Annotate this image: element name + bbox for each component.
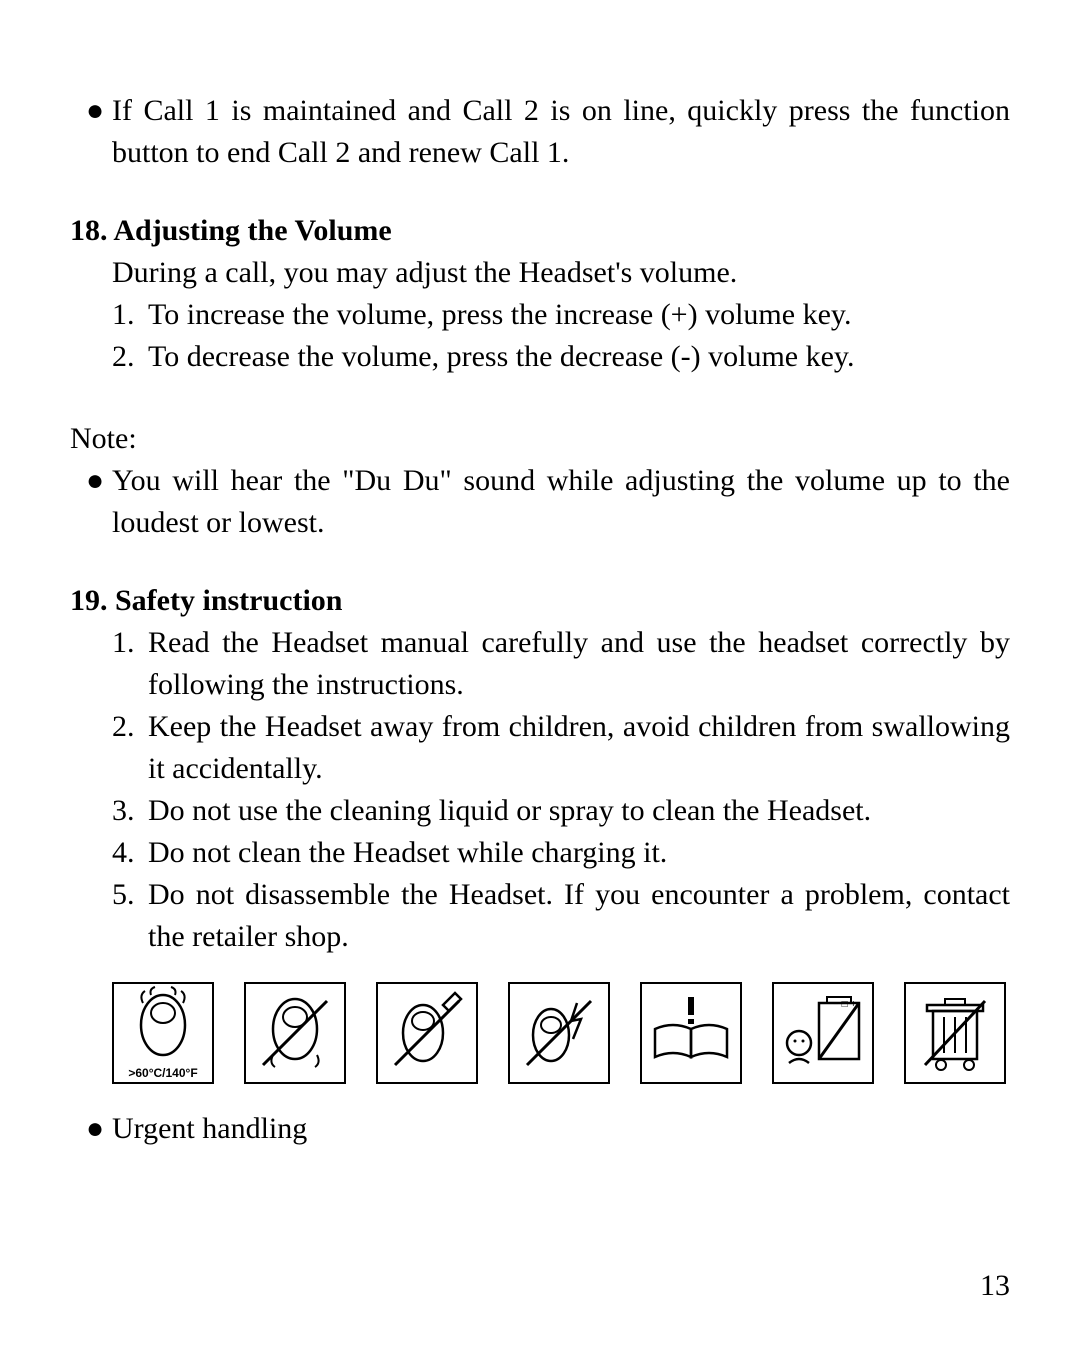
page-number: 13 <box>980 1269 1010 1303</box>
note-label: Note: <box>70 418 1010 460</box>
num-text: Do not clean the Headset while charging … <box>148 832 1010 874</box>
num-text: Keep the Headset away from children, avo… <box>148 706 1010 790</box>
num-text: Do not use the cleaning liquid or spray … <box>148 790 1010 832</box>
bullet-text: You will hear the "Du Du" sound while ad… <box>112 460 1010 544</box>
bullet-text: If Call 1 is maintained and Call 2 is on… <box>112 90 1010 174</box>
no-heat-icon: >60°C/140°F <box>112 982 214 1084</box>
section-19-item-4: 4. Do not clean the Headset while chargi… <box>70 832 1010 874</box>
intro-bullet: ● If Call 1 is maintained and Call 2 is … <box>70 90 1010 174</box>
safety-icon-row: >60°C/140°F <box>70 982 1010 1084</box>
num-marker: 5. <box>112 874 148 958</box>
no-wet-icon <box>244 982 346 1084</box>
temp-label: >60°C/140°F <box>114 1066 212 1080</box>
bullet-marker: ● <box>70 460 112 544</box>
num-text: To increase the volume, press the increa… <box>148 294 1010 336</box>
bullet-marker: ● <box>70 1108 112 1150</box>
num-marker: 1. <box>112 622 148 706</box>
num-text: Read the Headset manual carefully and us… <box>148 622 1010 706</box>
section-19-heading: 19. Safety instruction <box>70 584 1010 618</box>
num-marker: 1. <box>112 294 148 336</box>
bullet-marker: ● <box>70 90 112 174</box>
no-trash-icon <box>904 982 1006 1084</box>
bullet-text: Urgent handling <box>112 1108 1010 1150</box>
section-19-item-1: 1. Read the Headset manual carefully and… <box>70 622 1010 706</box>
svg-text:− □ +: − □ + <box>833 999 856 1010</box>
section-18-item-1: 1. To increase the volume, press the inc… <box>70 294 1010 336</box>
trailing-bullet: ● Urgent handling <box>70 1108 1010 1150</box>
no-charge-clean-icon <box>508 982 610 1084</box>
num-marker: 4. <box>112 832 148 874</box>
section-19-item-2: 2. Keep the Headset away from children, … <box>70 706 1010 790</box>
note-bullet: ● You will hear the "Du Du" sound while … <box>70 460 1010 544</box>
read-manual-icon <box>640 982 742 1084</box>
section-18-item-2: 2. To decrease the volume, press the dec… <box>70 336 1010 378</box>
section-18-intro: During a call, you may adjust the Headse… <box>70 252 1010 294</box>
num-text: Do not disassemble the Headset. If you e… <box>148 874 1010 958</box>
keep-from-children-icon: − □ + <box>772 982 874 1084</box>
no-disassemble-icon <box>376 982 478 1084</box>
section-18-heading: 18. Adjusting the Volume <box>70 214 1010 248</box>
num-marker: 2. <box>112 336 148 378</box>
num-marker: 2. <box>112 706 148 790</box>
num-text: To decrease the volume, press the decrea… <box>148 336 1010 378</box>
section-19-item-3: 3. Do not use the cleaning liquid or spr… <box>70 790 1010 832</box>
num-marker: 3. <box>112 790 148 832</box>
section-19-item-5: 5. Do not disassemble the Headset. If yo… <box>70 874 1010 958</box>
